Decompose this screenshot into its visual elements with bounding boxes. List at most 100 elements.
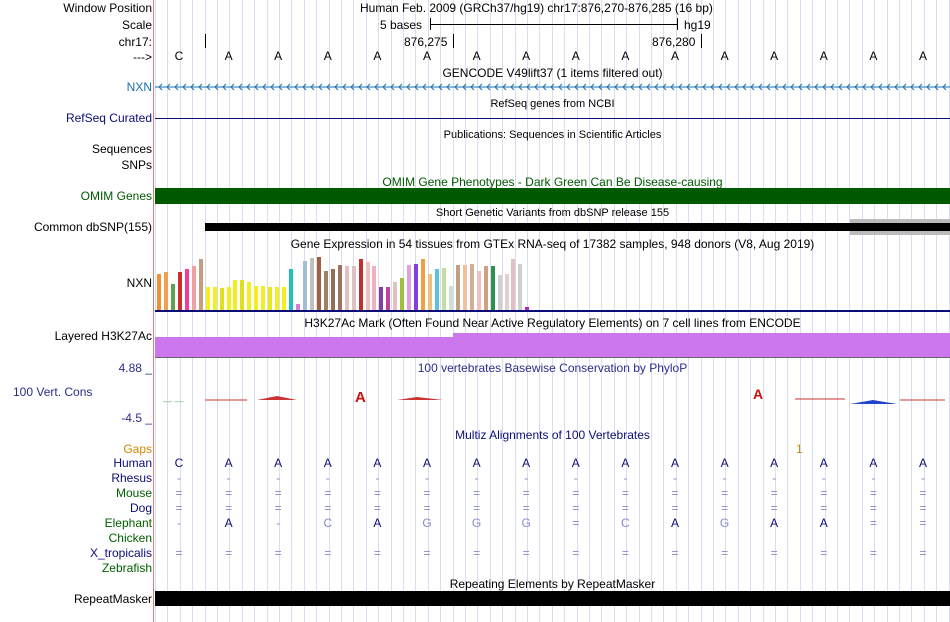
gtex-tissue-bar[interactable] bbox=[316, 257, 321, 310]
gtex-tissue-bar[interactable] bbox=[344, 266, 349, 310]
gtex-tissue-bar[interactable] bbox=[240, 280, 245, 310]
gtex-tissue-bar[interactable] bbox=[483, 266, 488, 310]
alignment-base: = bbox=[572, 546, 580, 560]
gtex-tissue-bar[interactable] bbox=[407, 265, 412, 310]
omim-label[interactable]: OMIM Genes bbox=[80, 189, 152, 203]
gtex-tissue-bar[interactable] bbox=[414, 264, 419, 310]
refseq-title: RefSeq genes from NCBI bbox=[490, 98, 615, 110]
gtex-tissue-bar[interactable] bbox=[448, 286, 453, 310]
gtex-tissue-bar[interactable] bbox=[226, 287, 231, 310]
dbsnp-label[interactable]: Common dbSNP(155) bbox=[33, 220, 152, 234]
gtex-tissue-bar[interactable] bbox=[372, 266, 377, 310]
gtex-title: Gene Expression in 54 tissues from GTEx … bbox=[290, 237, 815, 251]
gtex-tissue-bar[interactable] bbox=[497, 275, 502, 310]
gtex-tissue-bar[interactable] bbox=[302, 261, 307, 310]
alignment-base: - bbox=[425, 471, 429, 485]
gtex-tissue-bar[interactable] bbox=[205, 287, 210, 310]
gencode-label[interactable]: NXN bbox=[126, 80, 152, 94]
repeatmasker-feature[interactable] bbox=[155, 591, 950, 606]
h3k27ac-label[interactable]: Layered H3K27Ac bbox=[54, 329, 152, 343]
gtex-tissue-bar[interactable] bbox=[476, 271, 481, 310]
alignment-base: A bbox=[918, 456, 927, 470]
gaps-label[interactable]: Gaps bbox=[123, 442, 152, 456]
h3k27ac-signal-left[interactable] bbox=[155, 337, 453, 357]
gtex-tissue-bar[interactable] bbox=[525, 307, 530, 310]
gtex-tissue-bar[interactable] bbox=[518, 264, 523, 310]
gtex-tissue-bar[interactable] bbox=[296, 304, 300, 310]
gtex-tissue-bar[interactable] bbox=[435, 269, 439, 310]
gtex-tissue-bar[interactable] bbox=[365, 262, 370, 310]
gtex-tissue-bar[interactable] bbox=[177, 272, 182, 310]
gtex-tissue-bar[interactable] bbox=[421, 259, 426, 310]
gtex-tissue-bar[interactable] bbox=[184, 269, 189, 310]
dbsnp-title: Short Genetic Variants from dbSNP releas… bbox=[435, 207, 670, 219]
gtex-tissue-bar[interactable] bbox=[428, 274, 433, 310]
species-label-chicken[interactable]: Chicken bbox=[108, 531, 152, 545]
gencode-gene-NXN[interactable] bbox=[155, 80, 950, 94]
gtex-tissue-bar[interactable] bbox=[386, 287, 391, 310]
strand-chevron bbox=[302, 83, 307, 91]
gtex-tissue-bar[interactable] bbox=[330, 269, 335, 310]
gtex-tissue-bar[interactable] bbox=[504, 274, 509, 310]
gtex-tissue-bar[interactable] bbox=[323, 271, 328, 310]
gtex-bar-chart[interactable] bbox=[155, 252, 535, 310]
gtex-tissue-bar[interactable] bbox=[275, 287, 280, 310]
phylop-label[interactable]: 100 Vert. Cons bbox=[13, 385, 93, 399]
pubs-label-snps[interactable]: SNPs bbox=[121, 158, 152, 172]
alignment-base: = bbox=[820, 486, 828, 500]
alignment-base: = bbox=[869, 546, 877, 560]
strand-chevron bbox=[702, 83, 707, 91]
gtex-tissue-bar[interactable] bbox=[219, 288, 224, 310]
gtex-tissue-bar[interactable] bbox=[261, 286, 266, 310]
dbsnp-feature[interactable] bbox=[205, 223, 850, 231]
strand-chevron bbox=[926, 83, 931, 91]
multiz-title: Multiz Alignments of 100 Vertebrates bbox=[455, 428, 650, 442]
gtex-tissue-bar[interactable] bbox=[157, 274, 161, 310]
gtex-tissue-bar[interactable] bbox=[289, 269, 294, 310]
gtex-tissue-bar[interactable] bbox=[254, 286, 259, 310]
strand-chevron bbox=[606, 83, 611, 91]
gtex-tissue-bar[interactable] bbox=[191, 266, 196, 310]
refseq-label[interactable]: RefSeq Curated bbox=[65, 111, 152, 125]
refseq-gene-line[interactable] bbox=[155, 118, 950, 119]
gtex-tissue-bar[interactable] bbox=[462, 265, 467, 310]
gtex-tissue-bar[interactable] bbox=[490, 266, 495, 310]
species-label-human[interactable]: Human bbox=[113, 456, 152, 470]
gtex-tissue-bar[interactable] bbox=[358, 259, 363, 310]
alignment-base: = bbox=[770, 486, 778, 500]
gtex-tissue-bar[interactable] bbox=[469, 264, 474, 310]
dbsnp-feature-end[interactable] bbox=[850, 223, 950, 231]
gtex-tissue-bar[interactable] bbox=[393, 282, 398, 310]
gtex-tissue-bar[interactable] bbox=[511, 259, 516, 310]
gtex-tissue-bar[interactable] bbox=[198, 259, 203, 310]
species-label-x_tropicalis[interactable]: X_tropicalis bbox=[89, 546, 152, 560]
gtex-tissue-bar[interactable] bbox=[351, 266, 356, 310]
phylop-signal[interactable]: — — A A bbox=[155, 384, 950, 408]
gtex-label[interactable]: NXN bbox=[126, 276, 152, 290]
gtex-tissue-bar[interactable] bbox=[247, 282, 252, 310]
gtex-tissue-bar[interactable] bbox=[379, 287, 384, 310]
strand-chevron bbox=[158, 83, 163, 91]
gtex-tissue-bar[interactable] bbox=[163, 272, 168, 310]
gtex-tissue-bar[interactable] bbox=[441, 268, 446, 310]
strand-chevron bbox=[750, 83, 755, 91]
gtex-tissue-bar[interactable] bbox=[400, 278, 405, 310]
repeatmasker-label[interactable]: RepeatMasker bbox=[73, 592, 152, 606]
species-label-elephant[interactable]: Elephant bbox=[104, 516, 152, 530]
gtex-tissue-bar[interactable] bbox=[212, 287, 217, 310]
species-label-rhesus[interactable]: Rhesus bbox=[111, 471, 152, 485]
species-label-mouse[interactable]: Mouse bbox=[115, 486, 152, 500]
gtex-tissue-bar[interactable] bbox=[309, 258, 314, 310]
gtex-tissue-bar[interactable] bbox=[455, 265, 460, 310]
gtex-tissue-bar[interactable] bbox=[268, 287, 273, 310]
gtex-tissue-bar[interactable] bbox=[337, 265, 342, 310]
species-label-dog[interactable]: Dog bbox=[129, 501, 152, 515]
gtex-gene-line bbox=[155, 310, 950, 312]
pubs-label-sequences[interactable]: Sequences bbox=[91, 142, 152, 156]
gtex-tissue-bar[interactable] bbox=[282, 287, 287, 310]
omim-feature[interactable] bbox=[155, 188, 950, 204]
gtex-tissue-bar[interactable] bbox=[233, 280, 238, 310]
species-label-zebrafish[interactable]: Zebrafish bbox=[101, 561, 152, 575]
h3k27ac-signal-right[interactable] bbox=[453, 333, 950, 357]
gtex-tissue-bar[interactable] bbox=[170, 284, 175, 310]
